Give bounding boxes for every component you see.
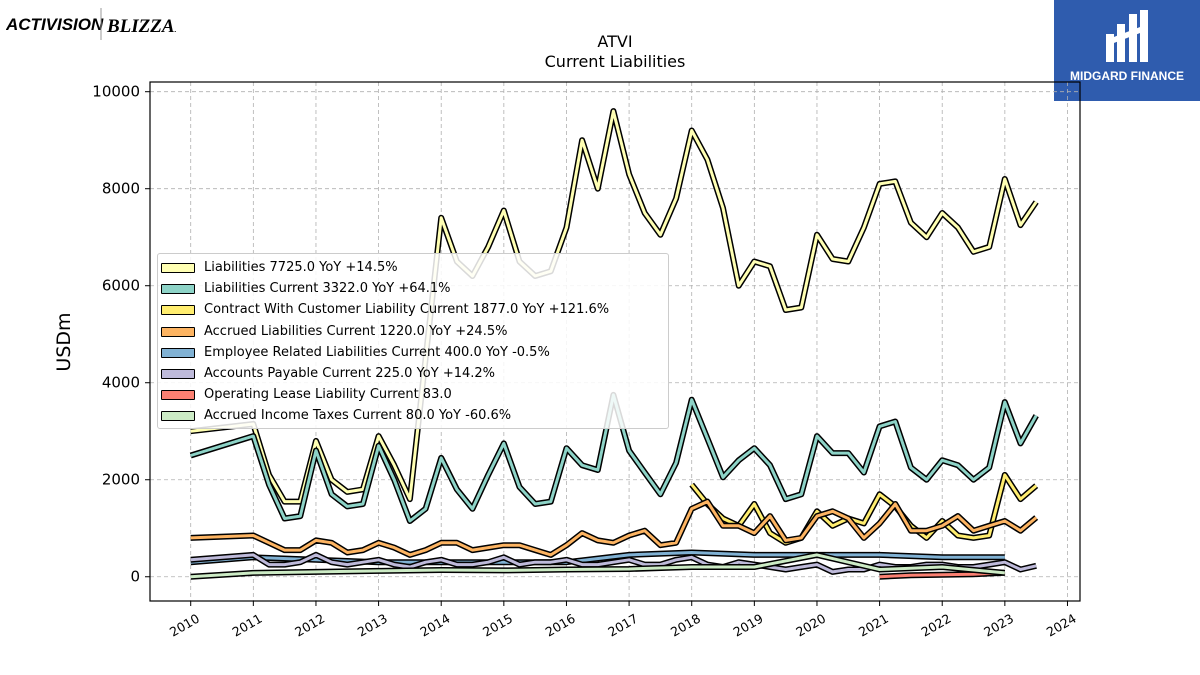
series-layer xyxy=(189,108,1039,580)
legend-swatch xyxy=(161,369,195,379)
legend-item: Liabilities 7725.0 YoY +14.5% xyxy=(158,259,668,279)
x-tick-label: 2023 xyxy=(981,611,1016,640)
x-tick-label: 2014 xyxy=(417,611,452,640)
x-tick-label: 2017 xyxy=(605,611,640,640)
legend-item: Employee Related Liabilities Current 400… xyxy=(158,344,668,364)
y-tick-label: 10000 xyxy=(92,83,140,101)
series-line xyxy=(190,393,1038,523)
y-tick-label: 8000 xyxy=(102,180,140,198)
logo-text-activision: ACTIVISION xyxy=(6,15,104,34)
legend-label: Employee Related Liabilities Current 400… xyxy=(204,344,550,360)
y-tick-label: 6000 xyxy=(102,277,140,295)
y-tick-label: 0 xyxy=(130,568,140,586)
legend-swatch xyxy=(161,305,195,316)
y-tick-label: 4000 xyxy=(102,374,140,392)
logo-text-midgard: MIDGARD FINANCE xyxy=(1070,69,1184,83)
legend: Liabilities 7725.0 YoY +14.5% Liabilities… xyxy=(157,253,669,429)
x-tick-label: 2013 xyxy=(355,611,390,640)
chart-subtitle: Current Liabilities xyxy=(545,52,686,71)
x-tick-label: 2016 xyxy=(543,611,578,640)
series-line xyxy=(190,553,1005,579)
x-tick-label: 2022 xyxy=(918,611,953,640)
legend-swatch xyxy=(161,411,195,422)
series-line-outline xyxy=(689,471,1039,546)
legend-item: Accounts Payable Current 225.0 YoY +14.2… xyxy=(158,365,668,385)
x-tick-label: 2019 xyxy=(731,611,766,640)
legend-item: Operating Lease Liability Current 83.0 xyxy=(158,386,668,406)
legend-item: Contract With Customer Liability Current… xyxy=(158,301,668,321)
x-tick-label: 2012 xyxy=(292,611,327,640)
legend-label: Liabilities 7725.0 YoY +14.5% xyxy=(204,260,398,275)
legend-label: Operating Lease Liability Current 83.0 xyxy=(204,387,452,403)
x-tick-label: 2020 xyxy=(793,611,828,640)
series-line xyxy=(690,473,1038,545)
x-tick-label: 2015 xyxy=(480,611,515,640)
midgard-emblem-icon xyxy=(1106,10,1148,62)
legend-swatch xyxy=(161,326,195,337)
legend-label: Accrued Income Taxes Current 80.0 YoY -6… xyxy=(204,408,512,424)
legend-item: Accrued Income Taxes Current 80.0 YoY -6… xyxy=(158,407,668,427)
x-tick-label: 2010 xyxy=(167,611,202,640)
y-tick-label: 2000 xyxy=(102,471,140,489)
legend-label: Liabilities Current 3322.0 YoY +64.1% xyxy=(204,281,451,297)
legend-swatch xyxy=(161,390,195,401)
series-line xyxy=(190,109,1038,504)
legend-swatch xyxy=(161,347,195,358)
legend-swatch xyxy=(161,284,195,295)
midgard-finance-logo: MIDGARD FINANCE xyxy=(1054,0,1200,101)
legend-swatch xyxy=(161,263,195,273)
legend-item: Liabilities Current 3322.0 YoY +64.1% xyxy=(158,280,668,300)
x-tick-label: 2024 xyxy=(1044,611,1079,640)
legend-item: Accrued Liabilities Current 1220.0 YoY +… xyxy=(158,323,668,343)
x-tick-label: 2021 xyxy=(856,611,891,640)
x-tick-label: 2011 xyxy=(230,611,265,640)
y-axis-label: USDm xyxy=(53,312,75,371)
legend-label: Contract With Customer Liability Current… xyxy=(204,302,610,318)
x-tick-label: 2018 xyxy=(668,611,703,640)
plot-frame xyxy=(149,81,1081,602)
legend-label: Accounts Payable Current 225.0 YoY +14.2… xyxy=(204,366,496,381)
series-line xyxy=(190,500,1038,557)
legend-label: Accrued Liabilities Current 1220.0 YoY +… xyxy=(204,323,508,339)
chart-title: ATVI xyxy=(597,32,632,51)
